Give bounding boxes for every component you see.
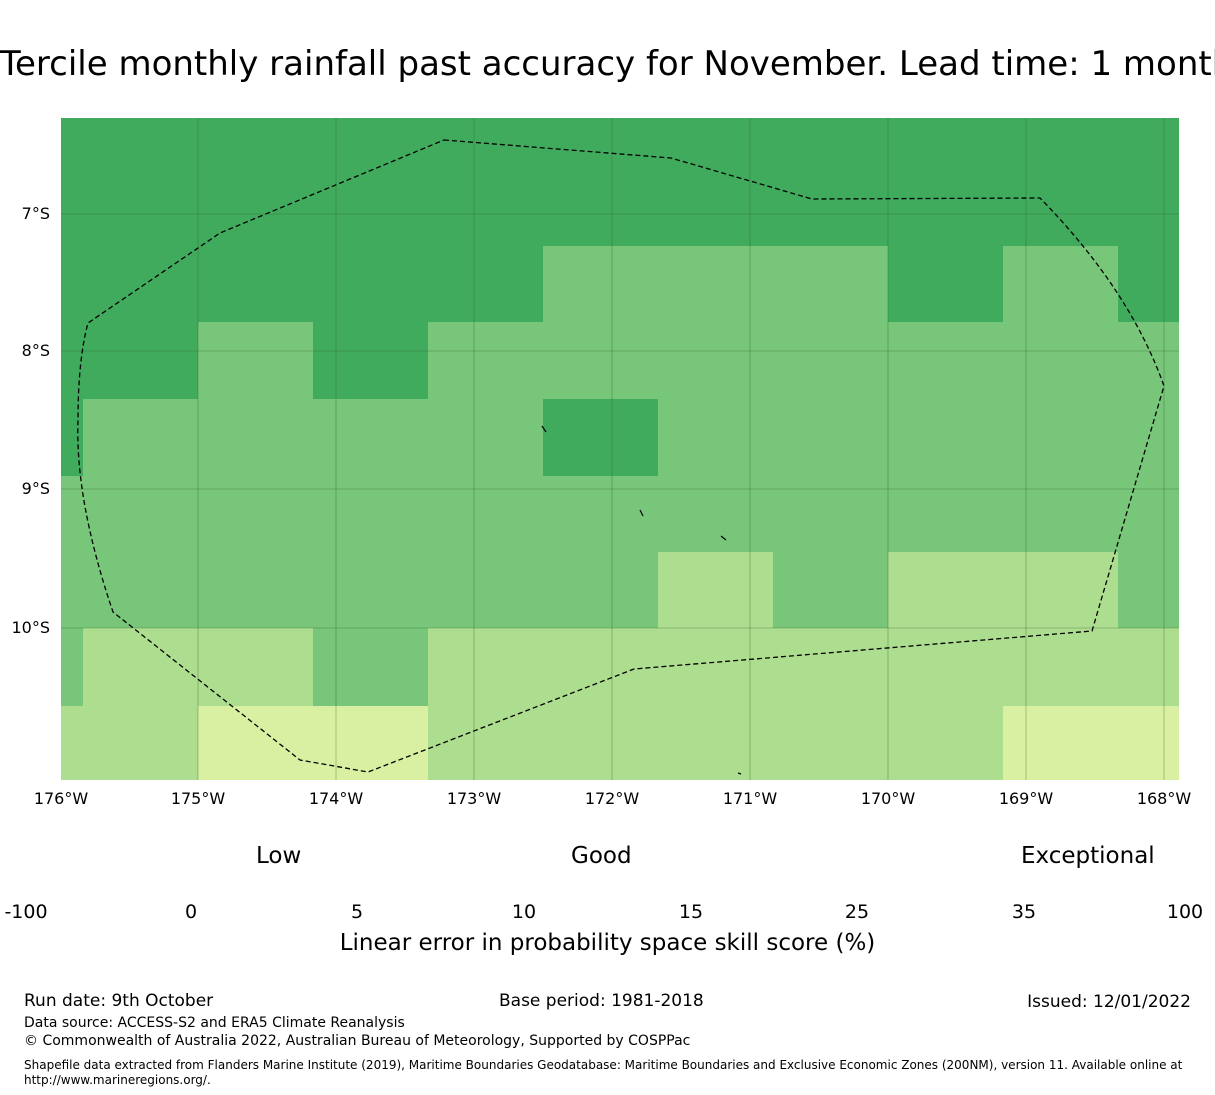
map-title: Tercile monthly rainfall past accuracy f… xyxy=(0,44,1215,84)
colorbar-tick: 5 xyxy=(350,901,364,923)
colorbar-category-exceptional: Exceptional xyxy=(1021,843,1155,869)
skill-cells xyxy=(61,246,1179,780)
skill-cell xyxy=(543,246,888,322)
run-date: Run date: 9th October xyxy=(24,991,214,1011)
lon-label: 175°W xyxy=(170,789,226,808)
lon-label: 172°W xyxy=(584,789,640,808)
skill-cell xyxy=(61,628,83,706)
data-source: Data source: ACCESS-S2 and ERA5 Climate … xyxy=(24,1015,405,1031)
skill-cell xyxy=(61,552,658,628)
lat-label: 10°S xyxy=(11,618,50,637)
lat-label: 8°S xyxy=(21,341,50,360)
skill-cell xyxy=(198,706,428,780)
base-period: Base period: 1981-2018 xyxy=(499,991,704,1011)
issued-date: Issued: 12/01/2022 xyxy=(1027,992,1191,1012)
skill-cell xyxy=(1118,552,1179,628)
lon-label: 173°W xyxy=(446,789,502,808)
skill-cell xyxy=(61,706,198,780)
skill-cell xyxy=(61,476,1179,552)
skill-cell xyxy=(428,706,1003,780)
skill-cell xyxy=(888,552,1118,628)
skill-map xyxy=(61,118,1179,780)
colorbar-tick: 100 xyxy=(1166,901,1204,923)
colorbar-tick: -100 xyxy=(4,901,48,923)
skill-cell xyxy=(428,322,1179,399)
eez-boundary xyxy=(77,139,1165,773)
colorbar-tick: 0 xyxy=(184,901,198,923)
colorbar-category-good: Good xyxy=(571,843,632,869)
skill-cell xyxy=(1003,246,1118,322)
skill-cell xyxy=(428,628,1179,706)
colorbar-tick: 10 xyxy=(511,901,537,923)
lon-label: 176°W xyxy=(33,789,89,808)
skill-cell xyxy=(773,552,888,628)
colorbar-tick: 35 xyxy=(1011,901,1037,923)
copyright: © Commonwealth of Australia 2022, Austra… xyxy=(24,1033,691,1049)
colorbar-tick: 25 xyxy=(844,901,870,923)
skill-cell xyxy=(1003,706,1179,780)
skill-cell xyxy=(83,399,543,476)
skill-cell xyxy=(658,399,1179,476)
lon-label: 168°W xyxy=(1136,789,1192,808)
lon-label: 171°W xyxy=(722,789,778,808)
skill-cell xyxy=(658,552,773,628)
shapefile-credit: Shapefile data extracted from Flanders M… xyxy=(24,1058,1183,1087)
colorbar-label: Linear error in probability space skill … xyxy=(339,930,876,956)
lat-label: 9°S xyxy=(21,479,50,498)
islands xyxy=(541,425,742,775)
graticule xyxy=(61,118,1179,780)
lat-label: 7°S xyxy=(21,204,50,223)
lon-label: 170°W xyxy=(860,789,916,808)
lon-label: 169°W xyxy=(998,789,1054,808)
lon-label: 174°W xyxy=(308,789,364,808)
colorbar-tick: 15 xyxy=(678,901,704,923)
colorbar-category-low: Low xyxy=(256,843,302,869)
skill-cell xyxy=(198,322,313,399)
skill-cell xyxy=(313,628,428,706)
